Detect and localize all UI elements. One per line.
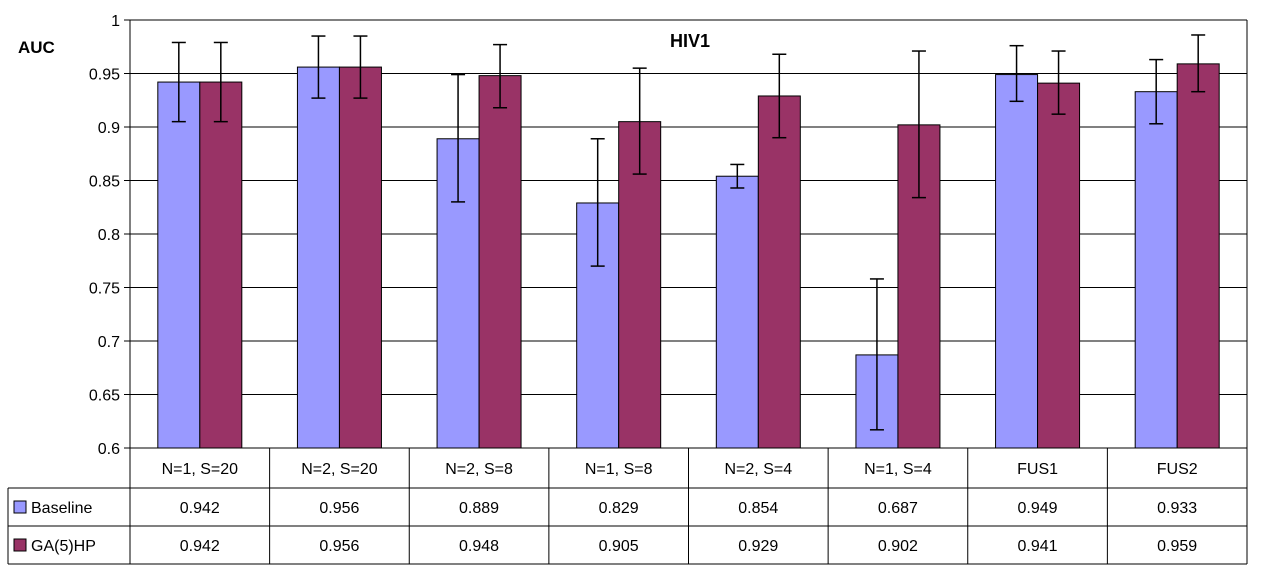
bar-gahp: [1037, 82, 1081, 449]
bar-series: [157, 63, 1220, 449]
x-category-label: N=1, S=20: [162, 461, 239, 478]
y-tick-labels: 0.6 0.65 0.7 0.75 0.8 0.85 0.9 0.95 1: [89, 13, 120, 458]
table-value: 0.956: [319, 500, 359, 517]
table-value: 0.829: [599, 500, 639, 517]
table-value: 0.929: [738, 538, 778, 555]
table-value: 0.959: [1157, 538, 1197, 555]
bar-gahp: [1176, 63, 1220, 449]
table-value: 0.942: [180, 538, 220, 555]
x-category-label: FUS1: [1017, 461, 1058, 478]
y-tick-label: 0.9: [98, 120, 120, 137]
bar-baseline: [296, 66, 340, 449]
x-category-label: N=2, S=8: [445, 461, 513, 478]
error-bars: [171, 34, 1206, 431]
bar-baseline: [1134, 91, 1178, 449]
axes: [124, 19, 1248, 449]
legend-label: Baseline: [31, 500, 92, 517]
table-value: 0.956: [319, 538, 359, 555]
y-tick-label: 0.7: [98, 334, 120, 351]
table-value: 0.933: [1157, 500, 1197, 517]
table-value: 0.905: [599, 538, 639, 555]
data-table: N=1, S=20 N=2, S=20 N=2, S=8 N=1, S=8 N=2, S…: [7, 447, 1248, 565]
y-tick-label: 0.95: [89, 67, 120, 84]
y-tick-label: 0.65: [89, 388, 120, 405]
x-category-label: N=2, S=4: [725, 461, 793, 478]
y-tick-label: 1: [111, 13, 120, 30]
table-value: 0.687: [878, 500, 918, 517]
legend-swatch-gahp: [13, 538, 27, 552]
x-category-label: N=1, S=8: [585, 461, 653, 478]
bar-baseline: [157, 81, 201, 449]
y-tick-label: 0.6: [98, 441, 120, 458]
legend-label: GA(5)HP: [31, 538, 96, 555]
bar-baseline: [715, 175, 759, 449]
y-tick-label: 0.85: [89, 174, 120, 191]
table-value: 0.942: [180, 500, 220, 517]
table-value: 0.949: [1018, 500, 1058, 517]
bar-baseline: [995, 74, 1039, 449]
legend-swatch-baseline: [13, 500, 27, 514]
table-value: 0.854: [738, 500, 778, 517]
y-axis-label: AUC: [18, 38, 55, 57]
chart-title: HIV1: [670, 31, 710, 51]
x-category-label: N=1, S=4: [864, 461, 932, 478]
table-value: 0.948: [459, 538, 499, 555]
bar-gahp: [199, 81, 243, 449]
y-tick-label: 0.8: [98, 227, 120, 244]
y-tick-label: 0.75: [89, 281, 120, 298]
bar-gahp: [478, 75, 522, 449]
table-value: 0.902: [878, 538, 918, 555]
table-value: 0.889: [459, 500, 499, 517]
x-category-label: N=2, S=20: [301, 461, 378, 478]
bar-gahp: [618, 121, 662, 449]
table-value: 0.941: [1018, 538, 1058, 555]
bar-gahp: [338, 66, 382, 449]
bar-gahp: [757, 95, 801, 449]
x-category-label: FUS2: [1157, 461, 1198, 478]
